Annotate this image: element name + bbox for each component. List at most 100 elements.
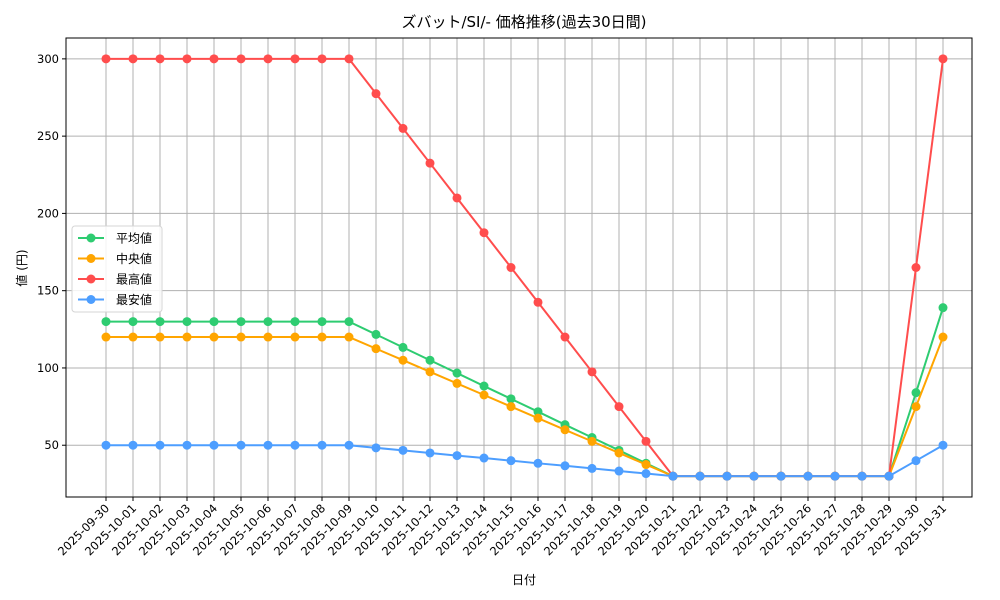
data-series <box>101 54 948 481</box>
legend-marker <box>86 295 96 304</box>
data-point <box>155 54 165 64</box>
data-point <box>317 440 327 450</box>
data-point <box>533 458 543 468</box>
data-point <box>506 394 516 404</box>
data-point <box>884 471 894 481</box>
data-point <box>371 329 381 339</box>
data-point <box>398 123 408 133</box>
data-point <box>533 407 543 417</box>
data-point <box>641 460 651 470</box>
data-point <box>938 440 948 450</box>
data-point <box>938 54 948 64</box>
data-point <box>236 332 246 342</box>
legend-marker <box>86 274 96 284</box>
data-point <box>695 471 705 481</box>
data-point <box>236 440 246 450</box>
data-point <box>533 297 543 307</box>
data-point <box>263 440 273 450</box>
legend-label: 最安値 <box>116 292 152 307</box>
data-point <box>290 440 300 450</box>
data-point <box>425 367 435 377</box>
data-point <box>533 413 543 423</box>
data-point <box>128 332 138 342</box>
data-point <box>830 471 840 481</box>
x-axis-label: 日付 <box>512 573 536 587</box>
data-point <box>911 456 921 466</box>
data-point <box>479 453 489 463</box>
data-point <box>425 448 435 458</box>
legend-label: 中央値 <box>116 251 152 266</box>
data-point <box>938 332 948 342</box>
data-point <box>452 368 462 378</box>
data-point <box>425 355 435 365</box>
y-tick-label: 250 <box>37 129 59 143</box>
data-point <box>182 317 192 327</box>
data-point <box>209 440 219 450</box>
data-point <box>155 317 165 327</box>
y-tick-label: 300 <box>37 52 59 66</box>
data-point <box>236 317 246 327</box>
data-point <box>344 317 354 327</box>
data-point <box>344 54 354 64</box>
data-point <box>668 471 678 481</box>
data-point <box>560 461 570 471</box>
y-axis-ticks: 50 100 150 200 250 300 <box>37 52 66 452</box>
data-point <box>452 378 462 388</box>
data-point <box>209 317 219 327</box>
data-point <box>209 54 219 64</box>
data-point <box>398 342 408 352</box>
data-point <box>614 448 624 458</box>
y-tick-label: 100 <box>37 361 59 375</box>
legend-label: 平均値 <box>116 231 152 246</box>
data-point <box>182 54 192 64</box>
legend-label: 最高値 <box>116 272 152 287</box>
data-point <box>587 436 597 446</box>
data-point <box>641 469 651 479</box>
data-point <box>938 303 948 313</box>
data-point <box>479 390 489 400</box>
data-point <box>452 451 462 461</box>
data-point <box>317 54 327 64</box>
data-point <box>803 471 813 481</box>
data-point <box>614 466 624 476</box>
data-point <box>101 54 111 64</box>
data-point <box>290 317 300 327</box>
data-point <box>911 402 921 412</box>
data-point <box>857 471 867 481</box>
x-axis-ticks: 2025-09-302025-10-012025-10-022025-10-03… <box>55 497 949 558</box>
data-point <box>776 471 786 481</box>
data-point <box>344 440 354 450</box>
data-point <box>317 317 327 327</box>
data-point <box>641 436 651 446</box>
data-point <box>560 332 570 342</box>
series-line <box>101 54 948 481</box>
data-point <box>371 443 381 453</box>
plot-frame <box>65 37 973 498</box>
data-point <box>425 158 435 168</box>
data-point <box>614 402 624 412</box>
data-point <box>128 317 138 327</box>
data-point <box>182 440 192 450</box>
data-point <box>506 456 516 466</box>
data-point <box>182 332 192 342</box>
y-tick-label: 150 <box>37 284 59 298</box>
data-point <box>371 344 381 354</box>
data-point <box>479 381 489 391</box>
data-point <box>263 317 273 327</box>
legend-marker <box>86 254 96 263</box>
data-point <box>101 317 111 327</box>
data-point <box>398 355 408 365</box>
legend-marker <box>86 233 96 243</box>
data-point <box>290 332 300 342</box>
data-point <box>506 402 516 412</box>
data-point <box>452 193 462 203</box>
data-point <box>506 263 516 272</box>
data-point <box>155 440 165 450</box>
data-point <box>290 54 300 64</box>
y-tick-label: 200 <box>37 206 59 220</box>
data-point <box>479 228 489 238</box>
data-point <box>560 425 570 435</box>
data-point <box>722 471 732 481</box>
